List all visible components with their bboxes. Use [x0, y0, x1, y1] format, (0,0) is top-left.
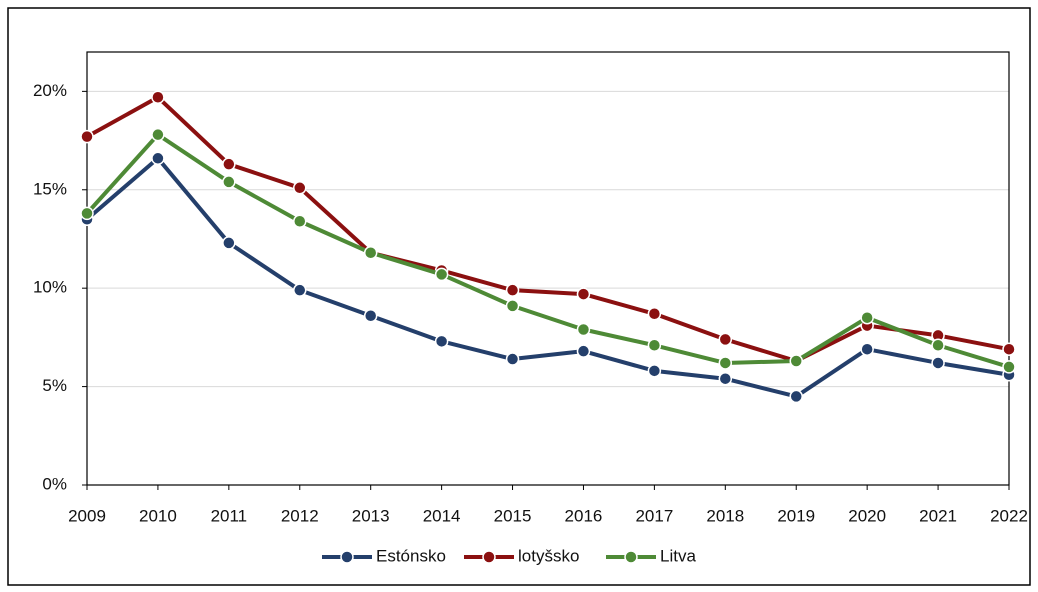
data-point [222, 157, 236, 171]
data-point [363, 308, 378, 323]
x-tick-label: 2017 [635, 506, 673, 525]
data-point [293, 283, 307, 297]
x-tick-label: 2020 [848, 506, 886, 525]
y-tick-label: 20% [33, 81, 67, 100]
data-point [151, 151, 165, 166]
data-point [505, 352, 520, 366]
x-tick-label: 2013 [352, 506, 390, 525]
x-tick-label: 2019 [777, 506, 815, 525]
legend-label: Litva [660, 546, 696, 565]
data-point [576, 322, 591, 337]
legend-label: lotyšsko [518, 546, 579, 565]
data-point [363, 246, 378, 260]
data-point [434, 267, 449, 282]
legend-label: Estónsko [376, 546, 446, 565]
legend-marker [482, 550, 496, 564]
data-point [293, 181, 307, 195]
plot-area [86, 51, 1010, 486]
data-point [434, 334, 449, 349]
series-line [86, 95, 1010, 364]
data-point [647, 364, 662, 378]
data-point [222, 175, 236, 189]
chart-frame [7, 7, 1031, 586]
y-tick-label: 0% [42, 474, 67, 493]
x-tick-label: 2022 [990, 506, 1028, 525]
x-tick-label: 2012 [281, 506, 319, 525]
data-point [789, 389, 803, 404]
x-tick-label: 2015 [494, 506, 532, 525]
y-tick-label: 15% [33, 179, 67, 198]
data-point [718, 356, 733, 370]
data-point [1002, 360, 1016, 374]
x-tick-label: 2021 [919, 506, 957, 525]
legend-marker [624, 550, 638, 564]
x-tick-label: 2009 [68, 506, 106, 525]
x-tick-label: 2014 [423, 506, 461, 525]
data-point [647, 307, 662, 321]
data-point [576, 287, 591, 301]
data-point [647, 338, 662, 353]
data-point [718, 332, 733, 347]
data-point [576, 344, 591, 358]
x-tick-label: 2018 [706, 506, 744, 525]
data-point [931, 356, 945, 370]
series-line [85, 132, 1010, 369]
data-point [293, 214, 307, 229]
data-point [80, 206, 94, 221]
data-point [1002, 342, 1016, 356]
data-point [505, 299, 520, 313]
series-line [85, 156, 1010, 399]
y-tick-label: 10% [33, 278, 67, 297]
data-point [80, 129, 94, 144]
legend: Estónsko lotyšsko Litva [322, 546, 696, 565]
data-point [151, 127, 165, 142]
data-point [860, 310, 874, 325]
data-point [789, 354, 803, 368]
data-point [151, 90, 165, 105]
y-tick-label: 5% [42, 376, 67, 395]
x-tick-label: 2010 [139, 506, 177, 525]
data-point [718, 371, 733, 386]
data-point [860, 342, 874, 356]
data-point [505, 283, 520, 297]
x-tick-label: 2016 [565, 506, 603, 525]
data-point [222, 236, 236, 250]
x-tick-label: 2011 [211, 506, 248, 525]
data-point [931, 338, 945, 353]
legend-marker [340, 550, 354, 564]
